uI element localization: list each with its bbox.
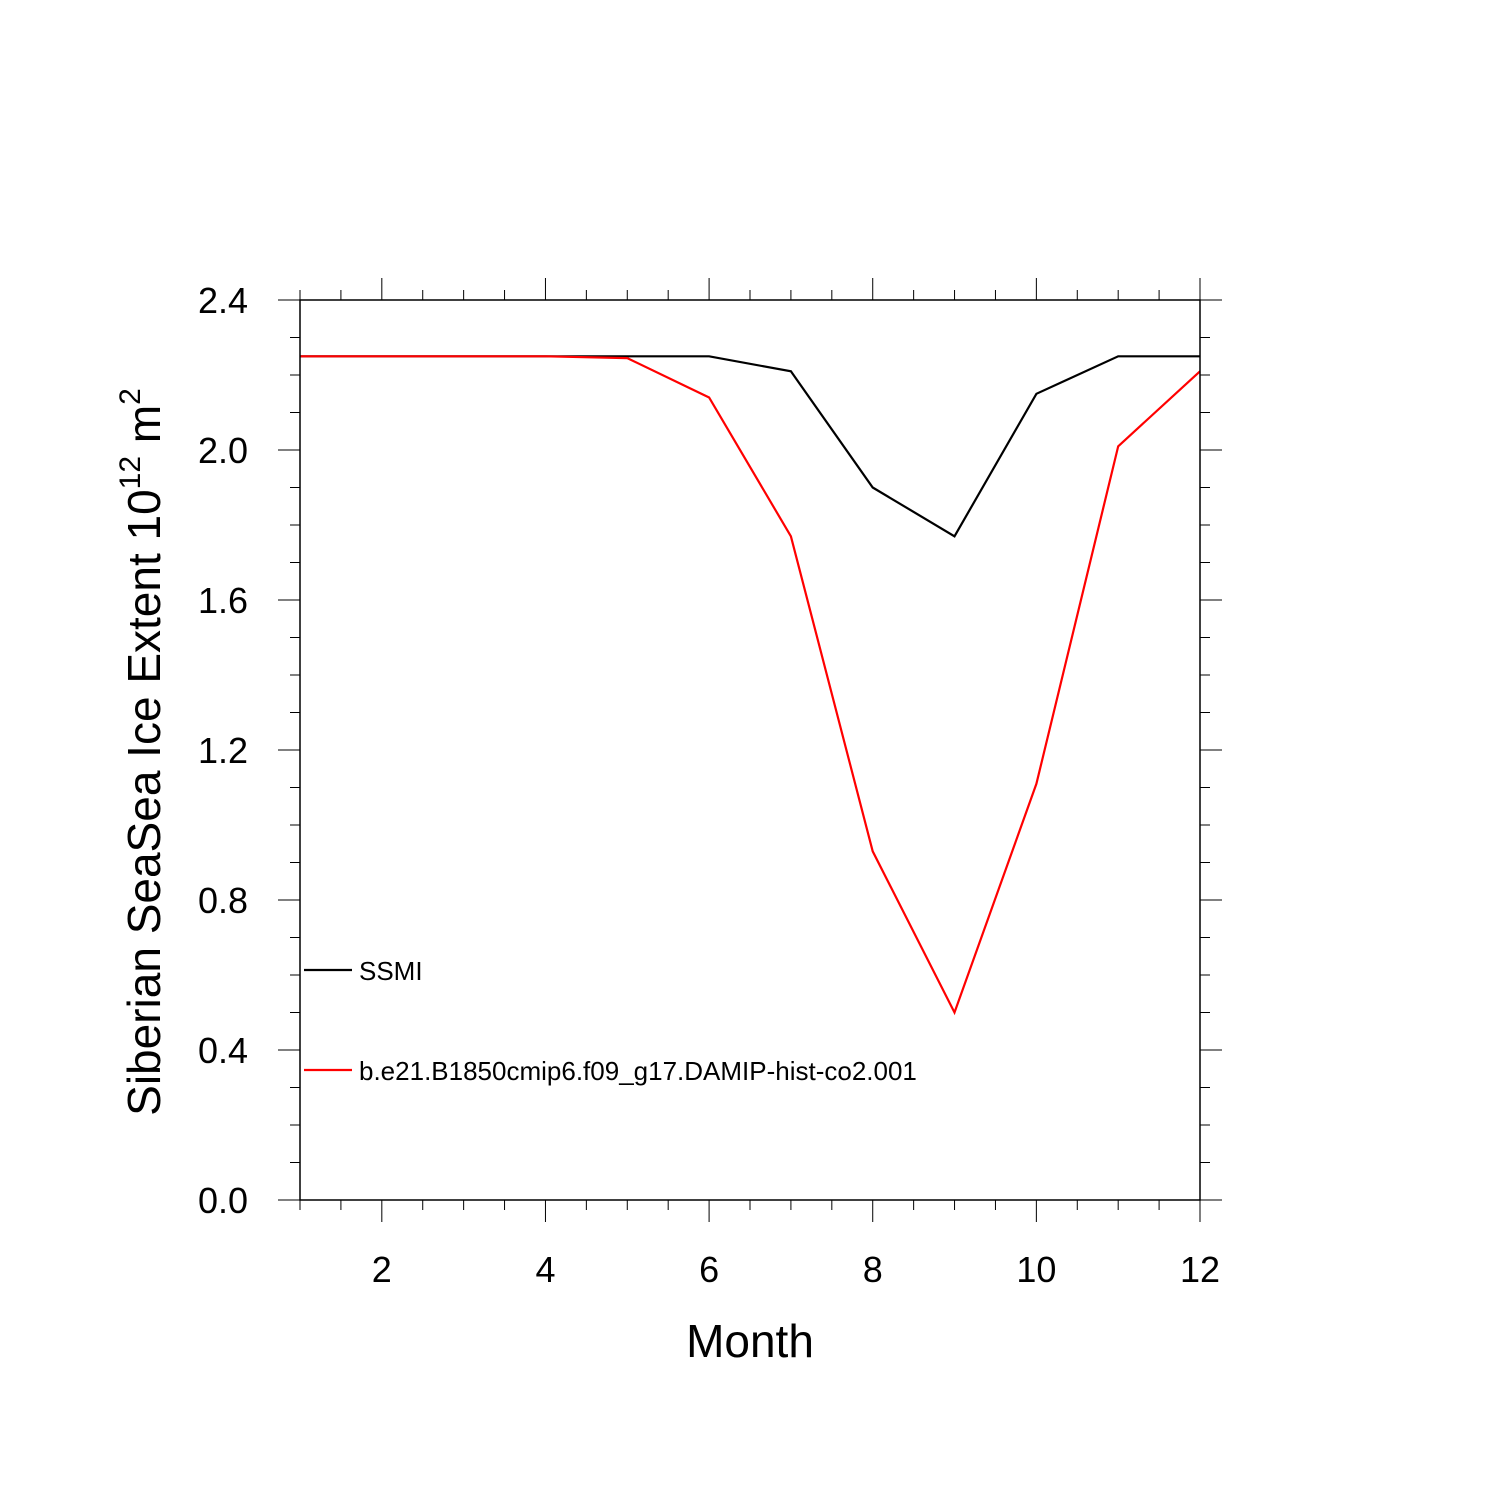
y-axis-title-unit: m bbox=[118, 405, 170, 443]
legend-label-1: SSMI bbox=[359, 956, 423, 986]
x-tick-label: 8 bbox=[863, 1249, 883, 1290]
x-tick-label: 4 bbox=[535, 1249, 555, 1290]
y-axis-title-text: Siberian SeaSea Ice Extent 10 bbox=[118, 489, 170, 1116]
legend: SSMI b.e21.B1850cmip6.f09_g17.DAMIP-hist-… bbox=[304, 956, 917, 1086]
y-axis-title-exponent: 12 bbox=[114, 456, 147, 489]
y-axis-title-spacer bbox=[118, 443, 170, 456]
x-tick-label: 2 bbox=[372, 1249, 392, 1290]
legend-label-2: b.e21.B1850cmip6.f09_g17.DAMIP-hist-co2.… bbox=[359, 1056, 917, 1086]
y-tick-label: 0.0 bbox=[198, 1180, 248, 1221]
x-tick-label: 10 bbox=[1016, 1249, 1056, 1290]
x-tick-label: 6 bbox=[699, 1249, 719, 1290]
y-tick-label: 2.0 bbox=[198, 430, 248, 471]
tick-marks bbox=[278, 278, 1222, 1222]
y-tick-label: 0.4 bbox=[198, 1030, 248, 1071]
series-line-2 bbox=[300, 355, 1201, 1016]
plot-frame bbox=[299, 299, 1201, 1201]
x-axis-title: Month bbox=[686, 1315, 814, 1367]
y-tick-label: 1.2 bbox=[198, 730, 248, 771]
y-tick-label: 2.4 bbox=[198, 280, 248, 321]
x-tick-labels: 2 4 6 8 10 12 bbox=[372, 1249, 1220, 1290]
x-tick-label: 12 bbox=[1180, 1249, 1220, 1290]
y-axis-title-unit-exponent: 2 bbox=[114, 388, 147, 405]
series-lines bbox=[300, 355, 1201, 1016]
y-tick-label: 1.6 bbox=[198, 580, 248, 621]
y-tick-labels: 0.0 0.4 0.8 1.2 1.6 2.0 2.4 bbox=[198, 280, 248, 1221]
series-line-1 bbox=[300, 355, 1200, 538]
y-axis-title: Siberian SeaSea Ice Extent 1012 m2 bbox=[114, 388, 170, 1116]
y-tick-label: 0.8 bbox=[198, 880, 248, 921]
